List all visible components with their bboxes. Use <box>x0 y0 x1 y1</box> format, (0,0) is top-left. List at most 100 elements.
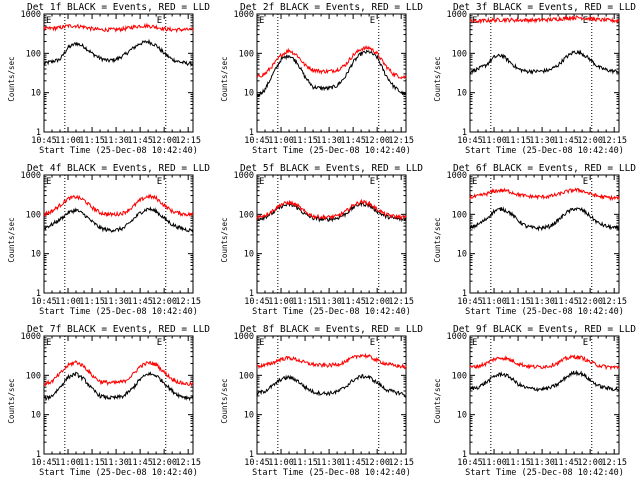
e-marker-label: E <box>46 16 51 26</box>
x-tick-label: 12:15 <box>175 136 201 146</box>
x-axis-label: Start Time (25-Dec-08 10:42:40) <box>465 468 624 478</box>
e-marker-label: E <box>472 177 477 187</box>
lld-series-line <box>469 354 620 371</box>
x-tick-label: 11:45 <box>127 136 153 146</box>
x-axis-label: Start Time (25-Dec-08 10:42:40) <box>465 307 624 317</box>
x-tick-label: 12:00 <box>151 458 177 468</box>
y-axis-label: Counts/sec <box>220 56 229 101</box>
y-tick-label: 10 <box>244 89 254 99</box>
e-marker-label: E <box>259 338 264 348</box>
x-tick-label: 11:15 <box>505 136 531 146</box>
y-tick-label: 10 <box>457 89 467 99</box>
x-tick-label: 11:00 <box>481 136 507 146</box>
y-tick-label: 1 <box>36 289 41 299</box>
x-tick-label: 11:00 <box>55 136 81 146</box>
lld-series-line <box>256 198 407 221</box>
y-axis-label: Counts/sec <box>433 378 442 423</box>
x-tick-label: 11:15 <box>292 136 318 146</box>
chart-panel-8: Det 8f BLACK = Events, RED = LLD 1 10 100 10… <box>220 324 423 478</box>
e-marker-label: E <box>259 177 264 187</box>
chart-panel-7: Det 7f BLACK = Events, RED = LLD 1 10 100 10… <box>7 324 210 478</box>
x-tick-label: 12:00 <box>151 136 177 146</box>
y-tick-label: 100 <box>452 210 467 220</box>
x-tick-label: 11:30 <box>316 297 342 307</box>
lld-series-line <box>43 193 194 218</box>
e-marker-label: E <box>46 338 51 348</box>
x-axis-label: Start Time (25-Dec-08 10:42:40) <box>465 146 624 156</box>
x-tick-label: 11:45 <box>553 297 579 307</box>
e-marker-label: E <box>46 177 51 187</box>
y-axis-label: Counts/sec <box>220 217 229 262</box>
x-tick-label: 10:45 <box>244 136 270 146</box>
plot-frame <box>43 13 194 133</box>
lld-series-line <box>43 359 194 387</box>
y-axis-label: Counts/sec <box>433 56 442 101</box>
y-tick-label: 1 <box>36 450 41 460</box>
y-tick-label: 10 <box>31 250 41 260</box>
x-axis-label: Start Time (25-Dec-08 10:42:40) <box>39 146 198 156</box>
y-tick-label: 1000 <box>447 332 467 342</box>
chart-panel-1: Det 1f BLACK = Events, RED = LLD 1 10 100 10… <box>7 2 210 156</box>
x-tick-label: 11:15 <box>505 458 531 468</box>
x-tick-label: 12:15 <box>601 297 627 307</box>
events-series-line <box>469 49 620 75</box>
x-tick-label: 12:00 <box>364 136 390 146</box>
plot-frame <box>256 174 407 294</box>
x-tick-label: 12:00 <box>151 297 177 307</box>
events-series-line <box>256 373 407 398</box>
e-marker-label: E <box>157 177 162 187</box>
y-tick-label: 1000 <box>21 10 41 20</box>
chart-title: Det 4f BLACK = Events, RED = LLD <box>27 163 210 174</box>
x-tick-label: 11:45 <box>553 458 579 468</box>
y-tick-label: 1000 <box>21 171 41 181</box>
y-tick-label: 10 <box>31 411 41 421</box>
x-tick-label: 11:30 <box>316 458 342 468</box>
chart-title: Det 9f BLACK = Events, RED = LLD <box>453 324 636 335</box>
x-tick-label: 12:00 <box>364 297 390 307</box>
x-tick-label: 11:45 <box>340 458 366 468</box>
chart-panel-5: Det 5f BLACK = Events, RED = LLD 1 10 100 10… <box>220 163 423 317</box>
e-marker-label: E <box>259 16 264 26</box>
plot-frame <box>256 335 407 455</box>
lld-series-line <box>256 352 407 370</box>
x-tick-label: 12:00 <box>577 458 603 468</box>
chart-title: Det 6f BLACK = Events, RED = LLD <box>453 163 636 174</box>
events-series-line <box>43 371 194 402</box>
x-tick-label: 12:15 <box>175 458 201 468</box>
lld-series-line <box>469 15 620 25</box>
plot-frame <box>469 174 620 294</box>
x-tick-label: 10:45 <box>457 136 483 146</box>
y-tick-label: 1000 <box>447 171 467 181</box>
chart-title: Det 1f BLACK = Events, RED = LLD <box>27 2 210 13</box>
y-axis-label: Counts/sec <box>433 217 442 262</box>
x-tick-label: 11:30 <box>103 136 129 146</box>
events-series-line <box>469 206 620 232</box>
x-tick-label: 11:30 <box>103 297 129 307</box>
y-tick-label: 100 <box>26 49 41 59</box>
y-tick-label: 1000 <box>447 10 467 20</box>
chart-title: Det 7f BLACK = Events, RED = LLD <box>27 324 210 335</box>
x-axis-label: Start Time (25-Dec-08 10:42:40) <box>252 307 411 317</box>
x-tick-label: 11:00 <box>481 297 507 307</box>
y-tick-label: 1000 <box>234 332 254 342</box>
chart-title: Det 8f BLACK = Events, RED = LLD <box>240 324 423 335</box>
plot-frame <box>469 335 620 455</box>
chart-title: Det 5f BLACK = Events, RED = LLD <box>240 163 423 174</box>
plot-frame <box>43 174 194 294</box>
x-tick-label: 11:15 <box>292 458 318 468</box>
y-tick-label: 100 <box>26 371 41 381</box>
x-tick-label: 11:45 <box>340 297 366 307</box>
x-axis-label: Start Time (25-Dec-08 10:42:40) <box>252 146 411 156</box>
y-tick-label: 1 <box>462 128 467 138</box>
y-tick-label: 10 <box>457 411 467 421</box>
e-marker-label: E <box>370 16 375 26</box>
x-tick-label: 11:30 <box>529 458 555 468</box>
e-marker-label: E <box>583 177 588 187</box>
y-tick-label: 1 <box>249 450 254 460</box>
x-tick-label: 10:45 <box>457 458 483 468</box>
e-marker-label: E <box>157 338 162 348</box>
x-tick-label: 10:45 <box>244 458 270 468</box>
x-tick-label: 11:45 <box>127 297 153 307</box>
e-marker-label: E <box>583 338 588 348</box>
